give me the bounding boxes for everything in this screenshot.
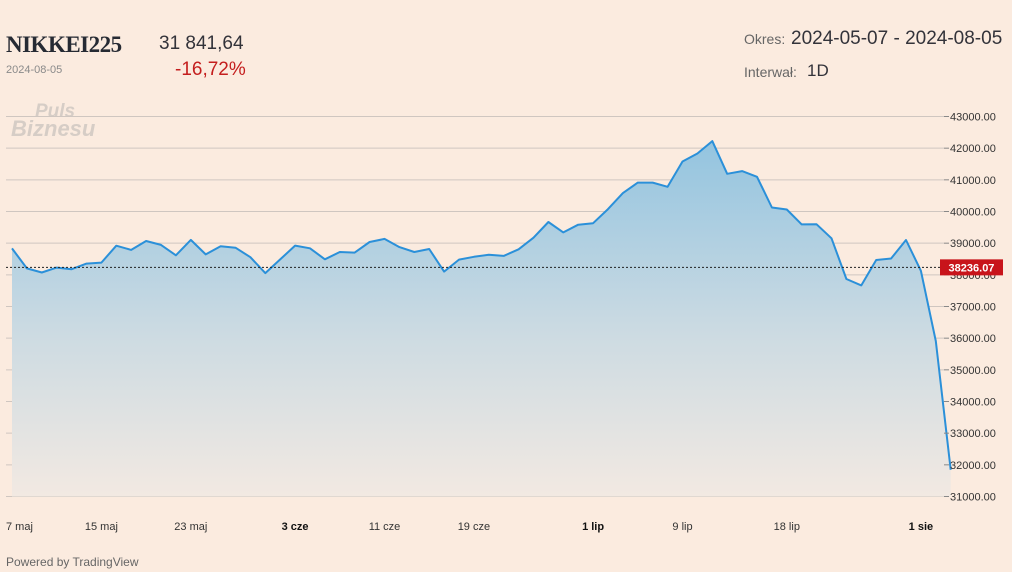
x-tick-label: 19 cze xyxy=(458,521,490,533)
x-tick-label: 11 cze xyxy=(369,521,401,533)
x-tick-label: 18 lip xyxy=(774,521,800,533)
y-axis: 43000.00 42000.00 41000.00 40000.00 39000.00… xyxy=(944,112,996,504)
price-area xyxy=(12,141,951,497)
price-tag: 38236.07 xyxy=(940,259,1003,276)
price-tag-label: 38236.07 xyxy=(949,262,995,274)
x-tick-label: 3 cze xyxy=(282,521,309,533)
x-tick-label: 7 maj xyxy=(6,521,33,533)
quote-date: 2024-08-05 xyxy=(6,64,63,76)
watermark-line-2: Biznesu xyxy=(11,116,96,141)
y-tick-label: 43000.00 xyxy=(950,112,996,124)
y-tick-label: 42000.00 xyxy=(950,143,996,155)
y-tick-label: 32000.00 xyxy=(950,460,996,472)
powered-by-link[interactable]: Powered by TradingView xyxy=(6,555,139,569)
period-selector[interactable]: 2024-05-07 - 2024-08-05 xyxy=(791,28,1003,49)
y-tick-label: 35000.00 xyxy=(950,365,996,377)
x-tick-label: 1 sie xyxy=(909,521,933,533)
x-tick-label: 1 lip xyxy=(582,521,604,533)
last-price: 31 841,64 xyxy=(159,33,244,54)
y-tick-label: 40000.00 xyxy=(950,207,996,219)
x-axis: 7 maj 15 maj 23 maj 3 cze 11 cze 19 cze 1 lip 9… xyxy=(6,521,933,533)
x-tick-label: 23 maj xyxy=(174,521,207,533)
interval-label: Interwał: xyxy=(744,64,797,80)
price-line xyxy=(11,140,952,470)
y-tick-label: 36000.00 xyxy=(950,333,996,345)
interval-selector[interactable]: 1D xyxy=(807,61,829,80)
y-tick-label: 34000.00 xyxy=(950,397,996,409)
y-tick-label: 33000.00 xyxy=(950,428,996,440)
y-tick-label: 31000.00 xyxy=(950,492,996,504)
price-change: -16,72% xyxy=(175,59,246,80)
period-label: Okres: xyxy=(744,31,786,47)
y-tick-label: 37000.00 xyxy=(950,302,996,314)
ticker-symbol: NIKKEI225 xyxy=(6,32,122,57)
price-tag-box xyxy=(940,259,1003,276)
y-tick-label: 39000.00 xyxy=(950,238,996,250)
x-tick-label: 9 lip xyxy=(672,521,692,533)
y-tick-label: 41000.00 xyxy=(950,175,996,187)
x-tick-label: 15 maj xyxy=(85,521,118,533)
